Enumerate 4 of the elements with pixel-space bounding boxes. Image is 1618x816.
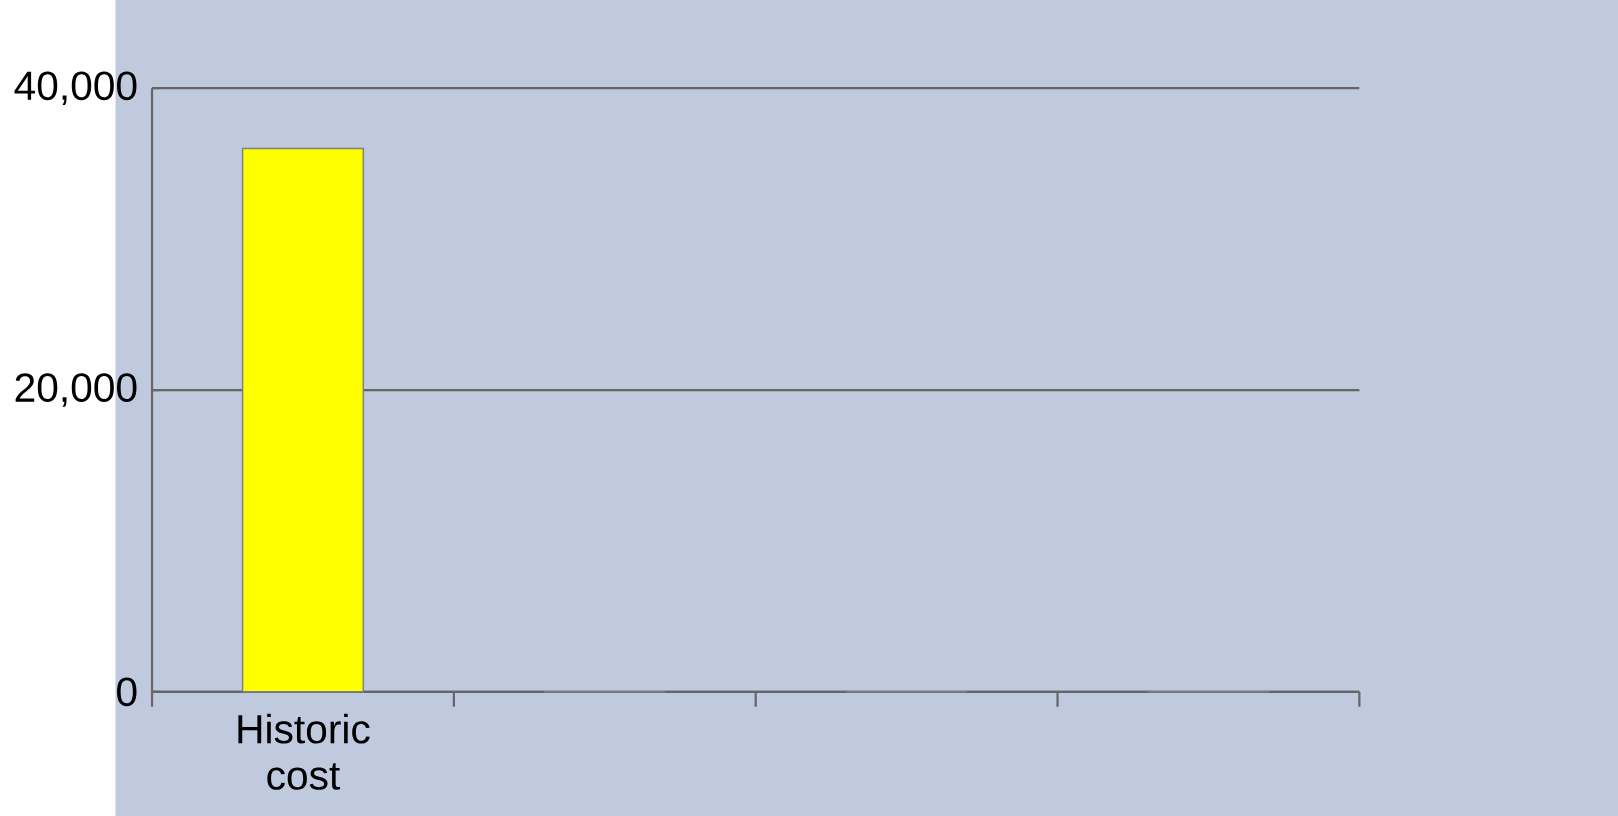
y-tick-label: 40,000: [14, 71, 137, 105]
y-tick-label: 20,000: [15, 373, 137, 407]
y-tick-label: 0: [117, 677, 137, 707]
x-tick-label: Historic cost: [238, 713, 370, 790]
